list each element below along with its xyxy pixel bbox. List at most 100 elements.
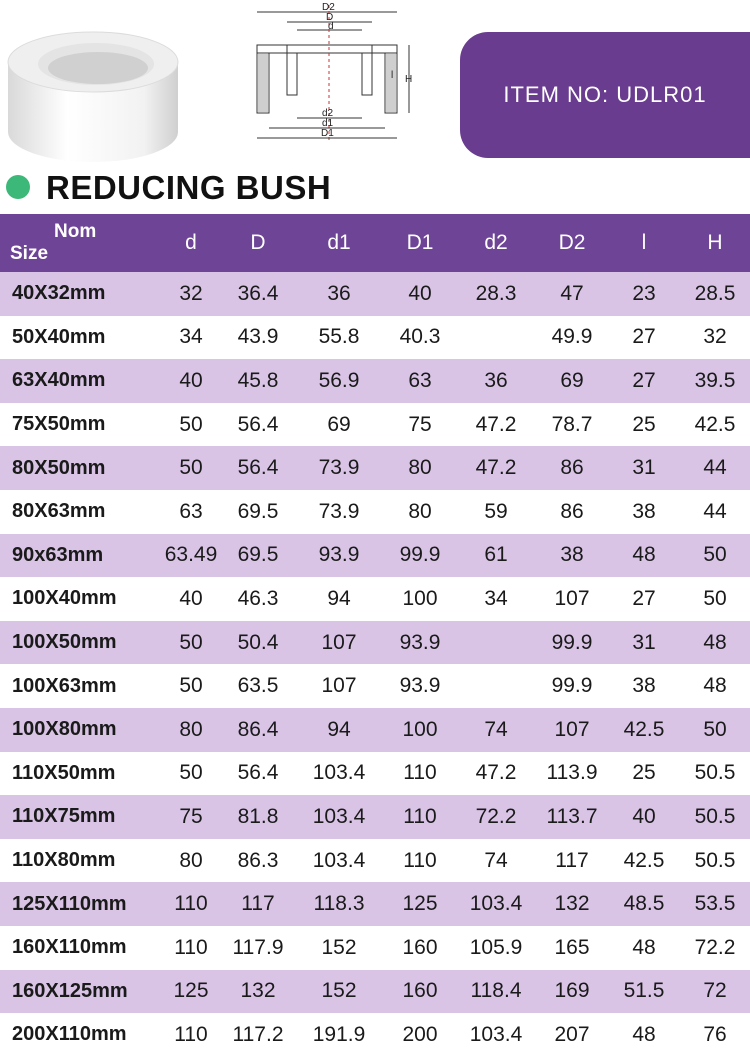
header-area: D2 D d l H d2 d1 D1 ITEM NO: UDLR01 bbox=[0, 0, 750, 165]
cell-D1: 100 bbox=[402, 586, 438, 610]
cell-D: 117.2 bbox=[232, 1022, 284, 1046]
cell-D: 81.8 bbox=[237, 804, 279, 828]
cell-D: 117.9 bbox=[232, 935, 284, 959]
cell-l: 23 bbox=[632, 281, 656, 305]
cell-d2: 74 bbox=[484, 848, 508, 872]
cell-d2: 118.4 bbox=[470, 979, 522, 1003]
cell-D1: 110 bbox=[403, 761, 437, 785]
cell-H: 72.2 bbox=[694, 935, 736, 959]
cell-l: 42.5 bbox=[623, 717, 665, 741]
cell-d: 110 bbox=[174, 935, 208, 959]
cell-D1: 160 bbox=[402, 979, 438, 1003]
cell-d1: 55.8 bbox=[318, 325, 360, 349]
cell-size: 160X125mm bbox=[12, 979, 128, 1002]
header-d1: d1 bbox=[327, 231, 351, 254]
item-number-box: ITEM NO: UDLR01 bbox=[460, 32, 750, 158]
cell-l: 27 bbox=[632, 368, 656, 392]
cell-d1: 94 bbox=[327, 586, 351, 610]
header-D: D bbox=[250, 231, 266, 254]
table-row: 80X63mm 63 69.5 73.9 80 59 86 38 44 bbox=[0, 489, 750, 534]
cell-d: 50 bbox=[179, 412, 203, 436]
cell-D1: 99.9 bbox=[399, 543, 441, 567]
cell-d: 63.49 bbox=[164, 543, 218, 567]
cell-D2: 47 bbox=[560, 281, 584, 305]
cell-l: 40 bbox=[632, 804, 656, 828]
header-size: Nom Size bbox=[0, 214, 160, 272]
cell-d2: 74 bbox=[484, 717, 508, 741]
cell-D1: 80 bbox=[408, 456, 432, 480]
cell-size: 110X75mm bbox=[12, 805, 116, 828]
cell-D: 36.4 bbox=[237, 281, 279, 305]
cell-D2: 132 bbox=[554, 892, 590, 916]
cell-D1: 93.9 bbox=[399, 674, 441, 698]
cell-d2 bbox=[456, 664, 536, 708]
label-D: D bbox=[326, 12, 333, 23]
cell-d: 40 bbox=[179, 368, 203, 392]
cell-d: 110 bbox=[174, 1022, 208, 1046]
cell-D1: 110 bbox=[403, 848, 437, 872]
cell-l: 48.5 bbox=[623, 892, 665, 916]
cell-d2: 36 bbox=[484, 368, 508, 392]
table-row: 110X75mm 75 81.8 103.4 110 72.2 113.7 40 50.5 bbox=[0, 795, 750, 839]
cell-D: 132 bbox=[240, 979, 276, 1003]
cell-D: 86.4 bbox=[237, 717, 279, 741]
cell-D2: 207 bbox=[554, 1022, 590, 1046]
cell-D1: 200 bbox=[402, 1022, 438, 1046]
cell-d2: 28.3 bbox=[475, 281, 517, 305]
cell-d: 34 bbox=[179, 325, 203, 349]
cell-d1: 191.9 bbox=[312, 1022, 366, 1046]
cell-H: 50.5 bbox=[694, 848, 736, 872]
cell-d: 80 bbox=[179, 848, 203, 872]
cell-d: 50 bbox=[179, 456, 203, 480]
cell-D2: 49.9 bbox=[551, 325, 593, 349]
cell-d2: 47.2 bbox=[475, 412, 517, 436]
cell-H: 44 bbox=[703, 499, 727, 523]
cell-d1: 118.3 bbox=[313, 892, 365, 916]
cell-size: 100X40mm bbox=[12, 587, 117, 610]
cell-d: 125 bbox=[173, 979, 209, 1003]
cell-d2: 34 bbox=[484, 586, 508, 610]
header-d2: d2 bbox=[484, 231, 508, 254]
cell-d1: 73.9 bbox=[318, 499, 360, 523]
cell-d: 75 bbox=[179, 804, 203, 828]
cell-H: 50 bbox=[703, 586, 727, 610]
cell-D: 63.5 bbox=[237, 674, 279, 698]
cell-d2: 72.2 bbox=[475, 804, 517, 828]
table-row: 40X32mm 32 36.4 36 40 28.3 47 23 28.5 bbox=[0, 272, 750, 316]
cell-H: 50 bbox=[703, 543, 727, 567]
cell-D2: 107 bbox=[554, 717, 590, 741]
cell-D: 69.5 bbox=[237, 543, 279, 567]
cell-H: 50 bbox=[703, 717, 727, 741]
cell-H: 39.5 bbox=[694, 368, 736, 392]
label-l: l bbox=[391, 70, 393, 81]
cell-d: 40 bbox=[179, 586, 203, 610]
table-row: 90x63mm 63.49 69.5 93.9 99.9 61 38 48 50 bbox=[0, 533, 750, 578]
cell-l: 25 bbox=[632, 412, 656, 436]
cell-size: 63X40mm bbox=[12, 369, 106, 392]
cell-d: 50 bbox=[179, 674, 203, 698]
cell-d1: 73.9 bbox=[318, 456, 360, 480]
table-row: 75X50mm 50 56.4 69 75 47.2 78.7 25 42.5 bbox=[0, 402, 750, 447]
cell-D1: 125 bbox=[402, 892, 438, 916]
table-row: 160X125mm 125 132 152 160 118.4 169 51.5 72 bbox=[0, 969, 750, 1014]
cell-d2: 105.9 bbox=[469, 935, 523, 959]
cell-D2: 86 bbox=[560, 499, 584, 523]
cell-d2: 103.4 bbox=[469, 1022, 523, 1046]
cell-D1: 93.9 bbox=[399, 630, 441, 654]
cell-H: 48 bbox=[703, 674, 727, 698]
cell-D1: 100 bbox=[402, 717, 438, 741]
cell-size: 100X63mm bbox=[12, 674, 117, 697]
cell-d1: 36 bbox=[327, 281, 351, 305]
cell-H: 76 bbox=[703, 1022, 727, 1046]
cell-H: 28.5 bbox=[694, 281, 736, 305]
page-title: REDUCING BUSH bbox=[46, 169, 332, 206]
cell-H: 50.5 bbox=[694, 804, 736, 828]
header-D1: D1 bbox=[406, 231, 434, 254]
cell-H: 48 bbox=[703, 630, 727, 654]
table-row: 50X40mm 34 43.9 55.8 40.3 49.9 27 32 bbox=[0, 315, 750, 360]
cell-d1: 107 bbox=[321, 674, 357, 698]
table-row: 110X50mm 50 56.4 103.4 110 47.2 113.9 25 50.5 bbox=[0, 751, 750, 796]
cell-d2: 61 bbox=[484, 543, 508, 567]
table-row: 80X50mm 50 56.4 73.9 80 47.2 86 31 44 bbox=[0, 446, 750, 490]
cell-size: 100X80mm bbox=[12, 718, 117, 741]
